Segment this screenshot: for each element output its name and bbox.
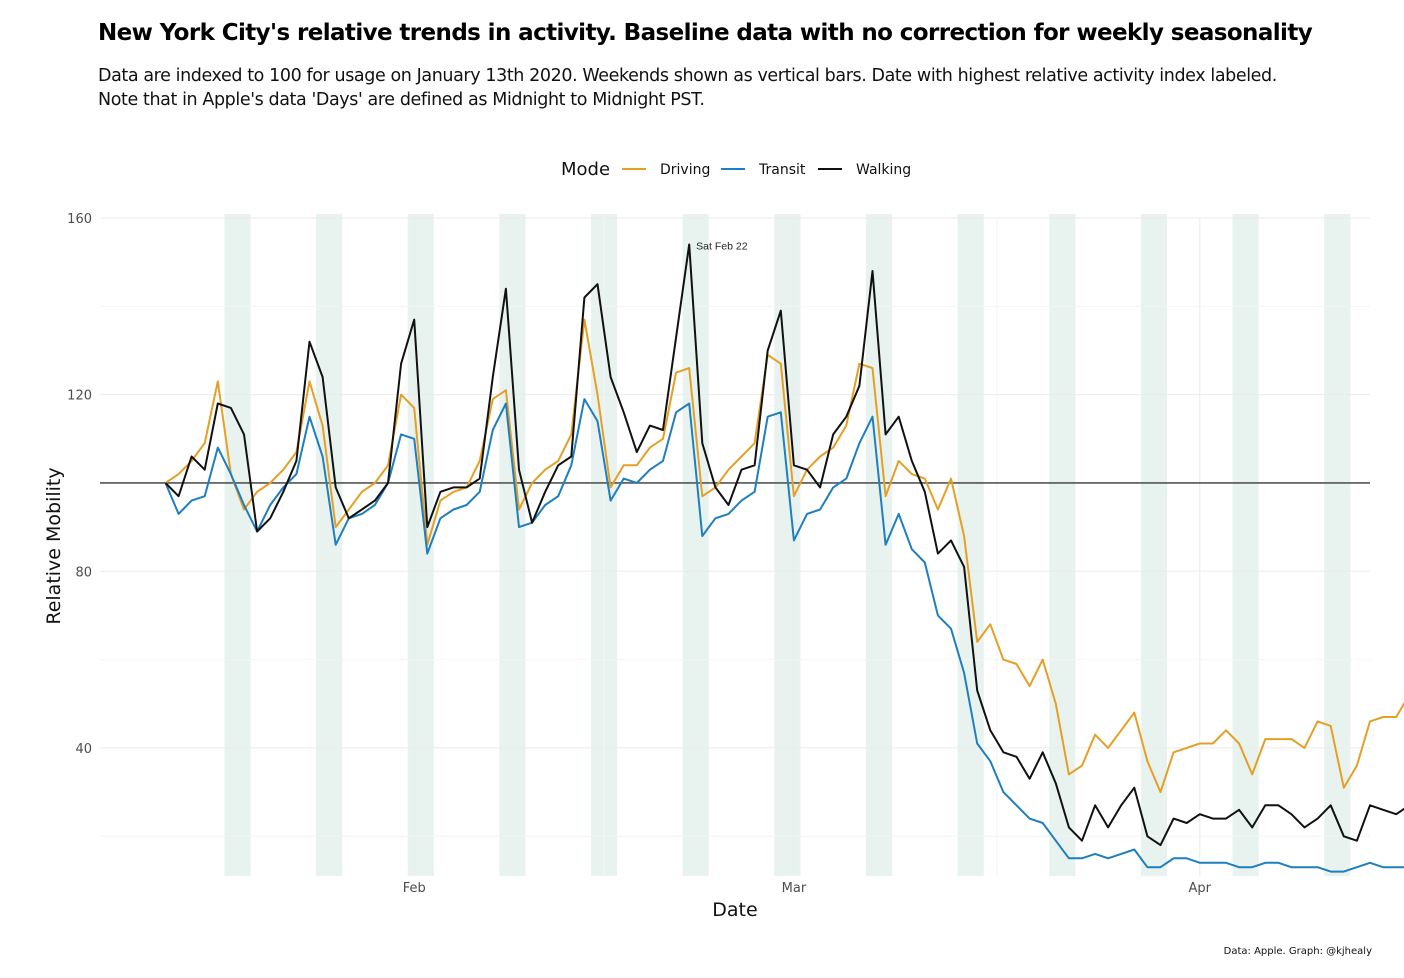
weekend-bar <box>957 214 984 876</box>
x-tick-label: Mar <box>782 881 807 896</box>
peak-annotation: Sat Feb 22 <box>696 240 748 252</box>
weekend-bar <box>1232 214 1259 876</box>
series-lines <box>164 243 1404 873</box>
chart-title: New York City's relative trends in activ… <box>98 20 1313 46</box>
annotations: Sat Feb 22 <box>696 240 748 252</box>
y-tick-label: 120 <box>67 389 92 404</box>
weekend-bar <box>682 214 709 876</box>
weekend-bar <box>1140 214 1168 876</box>
legend-title: Mode <box>561 159 610 180</box>
caption: Data: Apple. Graph: @kjhealy <box>1223 946 1372 957</box>
chart-subtitle-line-1: Data are indexed to 100 for usage on Jan… <box>98 66 1277 86</box>
weekend-bars <box>224 214 1351 876</box>
legend: Mode Driving Transit Walking <box>561 159 911 180</box>
axis-ticks: 40 80 120 160 Feb Mar Apr <box>67 212 1212 896</box>
weekend-bar <box>865 214 893 876</box>
x-tick-label: Feb <box>403 881 426 896</box>
weekend-bar <box>316 214 343 876</box>
weekend-bar <box>1049 214 1076 876</box>
weekend-bar <box>774 214 801 876</box>
series-line-walking <box>164 243 1404 847</box>
y-tick-label: 160 <box>67 212 92 227</box>
chart-subtitle-line-2: Note that in Apple's data 'Days' are def… <box>98 90 705 110</box>
series-line-transit <box>164 398 1404 873</box>
y-tick-label: 40 <box>75 742 92 757</box>
legend-label-walking: Walking <box>856 162 911 178</box>
grid-lines <box>100 217 1370 876</box>
series-line-driving <box>164 318 1404 794</box>
legend-label-driving: Driving <box>660 162 710 178</box>
weekend-bar <box>224 214 251 876</box>
weekend-bar <box>499 214 526 876</box>
x-axis-title: Date <box>712 899 757 921</box>
y-axis-title: Relative Mobility <box>43 467 65 624</box>
y-tick-label: 80 <box>75 565 92 580</box>
x-tick-label: Apr <box>1189 881 1212 896</box>
weekend-bar <box>1324 214 1351 876</box>
legend-label-transit: Transit <box>758 162 806 178</box>
